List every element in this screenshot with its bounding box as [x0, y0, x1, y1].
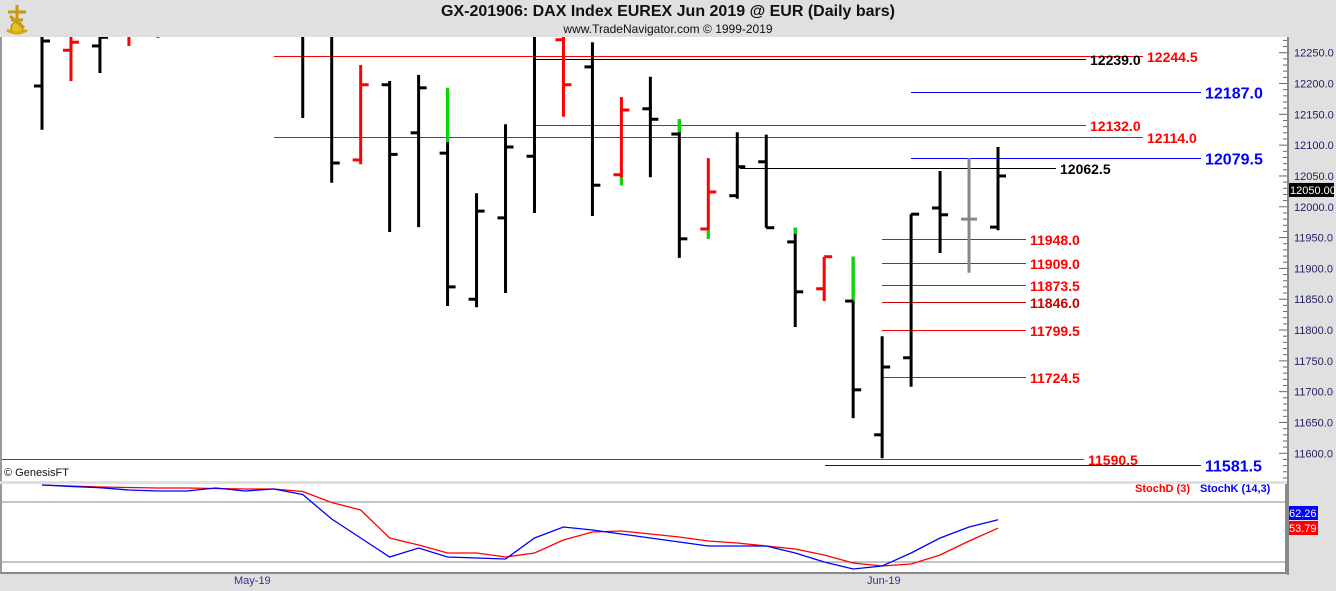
level-label: 12244.5	[1147, 49, 1198, 65]
ohlc-bar	[816, 255, 833, 302]
y-tick-label: 12000.0	[1294, 202, 1334, 214]
y-tick-label: 11700.0	[1294, 387, 1333, 399]
stoch-value-label: 62.26	[1289, 508, 1317, 520]
y-axis-ticks: 12250.0 12200.0 12150.0 12100.0 12050.0 12000…	[1279, 39, 1336, 479]
level-label: 11948.0	[1030, 232, 1080, 248]
ohlc-bar	[301, 37, 305, 119]
ohlc-bar	[352, 65, 369, 165]
ohlc-bar	[127, 37, 131, 46]
level-label: 11724.5	[1030, 370, 1080, 386]
ohlc-bar	[787, 227, 804, 327]
stoch-value-marker	[1289, 506, 1318, 520]
sextant-logo-icon	[6, 5, 28, 35]
level-label: 12132.0	[1090, 118, 1141, 134]
ohlc-bar	[874, 336, 891, 459]
ohlc-bar	[497, 124, 514, 294]
stochk-legend: StochK (14,3)	[1200, 483, 1271, 495]
price-axis[interactable]	[1287, 37, 1336, 575]
ohlc-bar	[91, 37, 108, 74]
level-label: 11581.5	[1205, 459, 1262, 476]
copyright-label: © GenesisFT	[4, 467, 69, 479]
level-label: 12114.0	[1147, 130, 1197, 146]
y-tick-label: 12050.0	[1294, 171, 1334, 183]
ohlc-bar	[700, 158, 717, 239]
ohlc-bar	[845, 256, 862, 419]
ohlc-bar	[330, 37, 340, 183]
level-label: 12062.5	[1060, 161, 1111, 177]
y-tick-label: 11650.0	[1294, 417, 1333, 429]
y-tick-label: 11750.0	[1294, 356, 1333, 368]
last-price-marker	[1289, 182, 1334, 197]
ohlc-bar	[613, 97, 630, 186]
level-label: 12079.5	[1205, 152, 1263, 169]
ohlc-bar	[62, 37, 79, 82]
ohlc-bar	[439, 87, 456, 306]
ohlc-bar	[584, 42, 601, 217]
ohlc-bar	[642, 76, 659, 178]
stochastic-lines: 62.26 53.79	[2, 484, 1318, 570]
ohlc-bar	[526, 37, 536, 213]
ohlc-bar	[468, 193, 485, 308]
level-label: 11873.5	[1030, 278, 1080, 294]
level-label: 11846.0	[1030, 295, 1080, 311]
y-tick-label: 11950.0	[1294, 233, 1333, 245]
price-panel[interactable]	[0, 37, 1287, 481]
stoch-value-marker	[1289, 521, 1318, 535]
chart-header: GX-201906: DAX Index EUREX Jun 2019 @ EU…	[0, 0, 1336, 37]
stochd-legend: StochD (3)	[1135, 483, 1190, 495]
last-price-label: 12050.00	[1290, 185, 1336, 197]
y-tick-label: 12150.0	[1294, 109, 1334, 121]
ohlc-bar	[34, 37, 50, 130]
x-tick-may: May-19	[234, 575, 271, 587]
level-label: 11799.5	[1030, 323, 1080, 339]
ohlc-bar	[961, 158, 978, 273]
stochastic-panel[interactable]	[0, 484, 1287, 574]
price-bars	[34, 37, 1007, 459]
y-tick-label: 11600.0	[1294, 448, 1333, 460]
level-label: 12187.0	[1205, 86, 1263, 103]
level-label: 12239.0	[1090, 52, 1141, 68]
stochk-line	[41, 484, 999, 570]
y-tick-label: 11900.0	[1294, 263, 1333, 275]
level-label: 11909.0	[1030, 256, 1080, 272]
ohlc-bar	[671, 119, 688, 258]
ohlc-bar	[758, 134, 775, 230]
ohlc-bar	[156, 37, 160, 38]
ohlc-bar	[932, 171, 949, 253]
level-lines	[2, 56, 1201, 466]
y-tick-label: 11800.0	[1294, 325, 1333, 337]
stochd-line	[41, 484, 999, 567]
y-tick-label: 12100.0	[1294, 140, 1334, 152]
y-tick-label: 11850.0	[1294, 294, 1333, 306]
ohlc-bar	[555, 37, 572, 117]
level-label: 11590.5	[1088, 452, 1138, 468]
ohlc-bar	[990, 146, 1007, 231]
y-tick-label: 12200.0	[1294, 79, 1334, 91]
x-tick-jun: Jun-19	[867, 575, 901, 587]
y-tick-label: 12250.0	[1294, 48, 1334, 60]
chart-title: GX-201906: DAX Index EUREX Jun 2019 @ EU…	[441, 3, 895, 20]
ohlc-bar	[381, 81, 398, 233]
ohlc-bar	[410, 74, 427, 228]
ohlc-bar	[729, 132, 746, 199]
chart-subtitle: www.TradeNavigator.com © 1999-2019	[563, 22, 773, 36]
ohlc-bar	[903, 212, 920, 387]
stoch-value-label: 53.79	[1289, 523, 1317, 535]
